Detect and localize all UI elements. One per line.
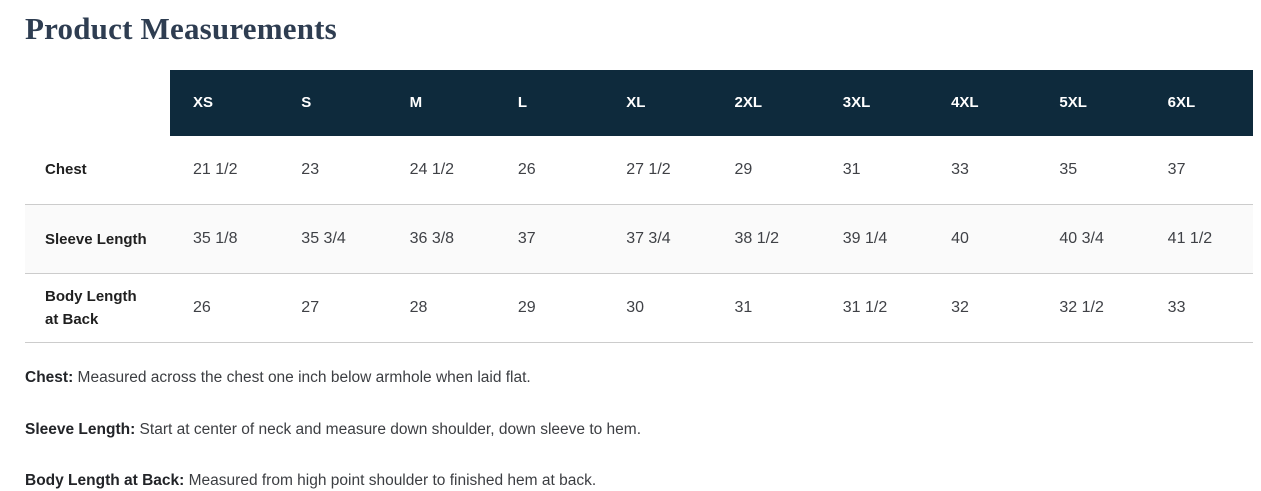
- measurement-cell: 29: [734, 161, 753, 178]
- measurement-cell: 21 1/2: [193, 161, 238, 178]
- note-text: Measured from high point shoulder to fin…: [184, 472, 597, 489]
- measurement-cell: 39 1/4: [842, 230, 888, 248]
- measurement-cell: 35 3/4: [301, 230, 346, 248]
- measurement-cell: 30: [626, 299, 644, 317]
- measurement-cell: 37: [517, 230, 536, 248]
- measurement-cell: 28: [409, 299, 428, 317]
- size-column-header: 3XL: [819, 69, 929, 136]
- measurement-cell: 29: [517, 299, 536, 317]
- note-term: Body Length at Back:: [25, 472, 185, 489]
- measurement-cell: 26: [517, 161, 536, 178]
- note-text: Measured across the chest one inch below…: [73, 369, 531, 387]
- size-header-row: XS S M L XL 2XL 3XL 4XL 5XL 6XL: [25, 69, 1253, 136]
- page-title: Product Measurements: [25, 11, 337, 46]
- note-text: Start at center of neck and measure down…: [135, 420, 642, 438]
- table-row: Body Length at Back 26 27 28 29 30 31 31 1/2 32 3…: [25, 274, 1253, 343]
- size-column-header: XL: [603, 69, 712, 136]
- table-row: Chest 21 1/2 23 24 1/2 26 27 1/2 29 31 33 35 37: [25, 136, 1253, 205]
- note-term: Chest:: [25, 369, 74, 387]
- size-column-header: XS: [170, 69, 279, 136]
- measurement-cell: 27 1/2: [626, 161, 671, 178]
- measurement-cell: 33: [1167, 299, 1186, 317]
- measurement-cell: 26: [193, 299, 211, 317]
- measurement-cell: 40: [951, 230, 969, 248]
- measurement-table-body: Chest 21 1/2 23 24 1/2 26 27 1/2 29 31 33 35 37 Sle…: [25, 136, 1253, 343]
- measurement-cell: 32 1/2: [1059, 299, 1104, 317]
- size-column-header: M: [386, 69, 495, 136]
- size-column-header: 4XL: [928, 69, 1037, 136]
- measurement-cell: 27: [301, 299, 320, 317]
- notes: Chest: Measured across the chest one inc…: [25, 368, 1253, 490]
- corner-spacer: [25, 69, 170, 136]
- measurement-cell: 38 1/2: [734, 230, 779, 248]
- measurement-cell: 32: [951, 299, 969, 317]
- size-column-header: 6XL: [1144, 69, 1253, 136]
- measurement-cell: 31: [842, 161, 861, 178]
- measurement-cell: 37: [1167, 161, 1186, 178]
- table-row: Sleeve Length 35 1/8 35 3/4 36 3/8 37 37 3/4 3…: [25, 204, 1253, 274]
- measurement-cell: 35 1/8: [193, 230, 238, 248]
- measurement-cell: 37 3/4: [626, 230, 671, 248]
- row-label: Chest: [45, 161, 87, 179]
- measurement-note: Chest: Measured across the chest one inc…: [25, 368, 1253, 387]
- measurement-cell: 36 3/8: [409, 230, 455, 248]
- measurement-cell: 24 1/2: [409, 161, 455, 178]
- size-column-header: 5XL: [1036, 69, 1145, 136]
- measurement-cell: 23: [301, 161, 320, 178]
- measurement-cell: 33: [951, 161, 969, 178]
- measurement-cell: 31: [734, 299, 753, 317]
- measurement-cell: 31 1/2: [842, 299, 888, 317]
- size-column-header: L: [494, 69, 604, 136]
- note-term: Sleeve Length:: [25, 420, 136, 438]
- size-column-header: 2XL: [711, 69, 820, 136]
- measurement-note: Sleeve Length: Start at center of neck a…: [25, 420, 1253, 439]
- size-column-header: S: [278, 69, 387, 136]
- measurement-cell: 35: [1059, 161, 1078, 178]
- row-label: Body Length at Back: [45, 288, 137, 329]
- measurement-cell: 41 1/2: [1167, 230, 1213, 248]
- measurement-note: Body Length at Back: Measured from high …: [25, 471, 1253, 490]
- measurement-cell: 40 3/4: [1059, 230, 1104, 248]
- size-chart-table: XS S M L XL 2XL 3XL 4XL 5XL 6XL Chest 21 1/2 23 24 1…: [25, 69, 1253, 344]
- row-label: Sleeve Length: [45, 230, 147, 248]
